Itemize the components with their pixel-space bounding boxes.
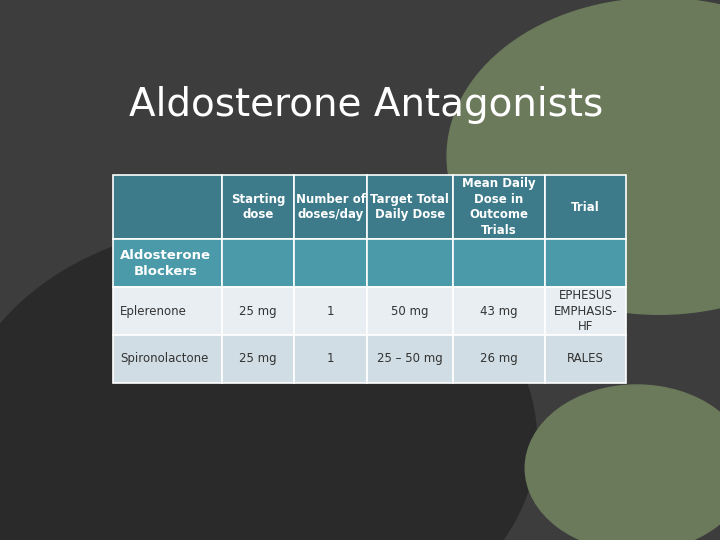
- Bar: [545, 287, 626, 335]
- Bar: [294, 239, 366, 287]
- Bar: [114, 175, 222, 239]
- Text: Aldosterone Antagonists: Aldosterone Antagonists: [129, 85, 603, 124]
- Bar: [222, 335, 294, 383]
- Text: Eplerenone: Eplerenone: [120, 305, 187, 318]
- Circle shape: [447, 0, 720, 314]
- Bar: [222, 239, 294, 287]
- Bar: [222, 287, 294, 335]
- Text: Number of
doses/day: Number of doses/day: [296, 193, 366, 221]
- Circle shape: [526, 385, 720, 540]
- Text: RALES: RALES: [567, 353, 604, 366]
- Bar: [545, 335, 626, 383]
- Bar: [545, 239, 626, 287]
- Text: 25 mg: 25 mg: [239, 305, 277, 318]
- Circle shape: [0, 223, 536, 540]
- Bar: [453, 175, 545, 239]
- Text: 50 mg: 50 mg: [391, 305, 428, 318]
- Bar: [453, 239, 545, 287]
- Text: Mean Daily
Dose in
Outcome
Trials: Mean Daily Dose in Outcome Trials: [462, 178, 536, 237]
- Bar: [222, 175, 294, 239]
- Bar: [366, 239, 453, 287]
- Bar: [114, 335, 222, 383]
- Text: 1: 1: [327, 353, 334, 366]
- Text: 1: 1: [327, 305, 334, 318]
- Text: 25 – 50 mg: 25 – 50 mg: [377, 353, 443, 366]
- Bar: [294, 287, 366, 335]
- Bar: [453, 335, 545, 383]
- Bar: [453, 287, 545, 335]
- Bar: [114, 239, 222, 287]
- Bar: [294, 335, 366, 383]
- Bar: [366, 335, 453, 383]
- Bar: [114, 287, 222, 335]
- Text: 25 mg: 25 mg: [239, 353, 277, 366]
- Text: 26 mg: 26 mg: [480, 353, 518, 366]
- Bar: [366, 287, 453, 335]
- Bar: [294, 175, 366, 239]
- Text: Aldosterone
Blockers: Aldosterone Blockers: [120, 249, 211, 278]
- Text: 43 mg: 43 mg: [480, 305, 518, 318]
- Text: Starting
dose: Starting dose: [231, 193, 285, 221]
- Bar: [545, 175, 626, 239]
- Text: EPHESUS
EMPHASIS-
HF: EPHESUS EMPHASIS- HF: [554, 289, 617, 333]
- Text: Spironolactone: Spironolactone: [120, 353, 209, 366]
- Text: Trial: Trial: [571, 201, 600, 214]
- Bar: [366, 175, 453, 239]
- Text: Target Total
Daily Dose: Target Total Daily Dose: [371, 193, 449, 221]
